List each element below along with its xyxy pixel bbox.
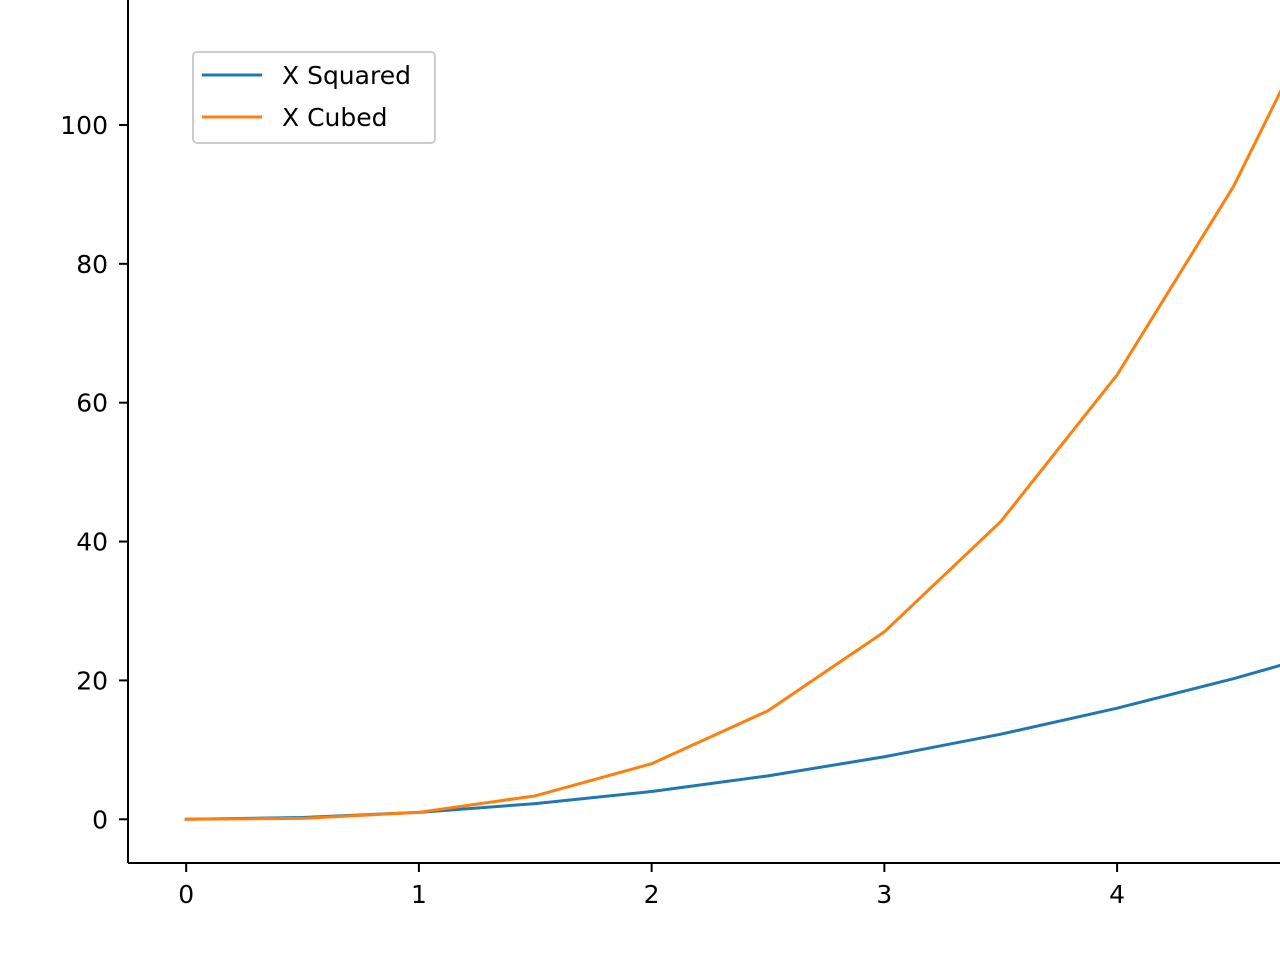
legend-label-x-squared: X Squared	[282, 61, 411, 90]
y-tick-label: 20	[76, 666, 108, 695]
legend: X Squared X Cubed	[193, 52, 435, 143]
y-tick-label: 0	[92, 805, 108, 834]
x-tick-label: 2	[644, 880, 660, 909]
y-tick-label: 100	[60, 111, 108, 140]
x-tick-label: 3	[876, 880, 892, 909]
y-tick-label: 40	[76, 528, 108, 557]
x-tick-label: 0	[178, 880, 194, 909]
y-tick-label: 80	[76, 250, 108, 279]
legend-label-x-cubed: X Cubed	[282, 103, 388, 132]
x-tick-label: 1	[411, 880, 427, 909]
y-tick-label: 60	[76, 389, 108, 418]
x-tick-label: 4	[1109, 880, 1125, 909]
